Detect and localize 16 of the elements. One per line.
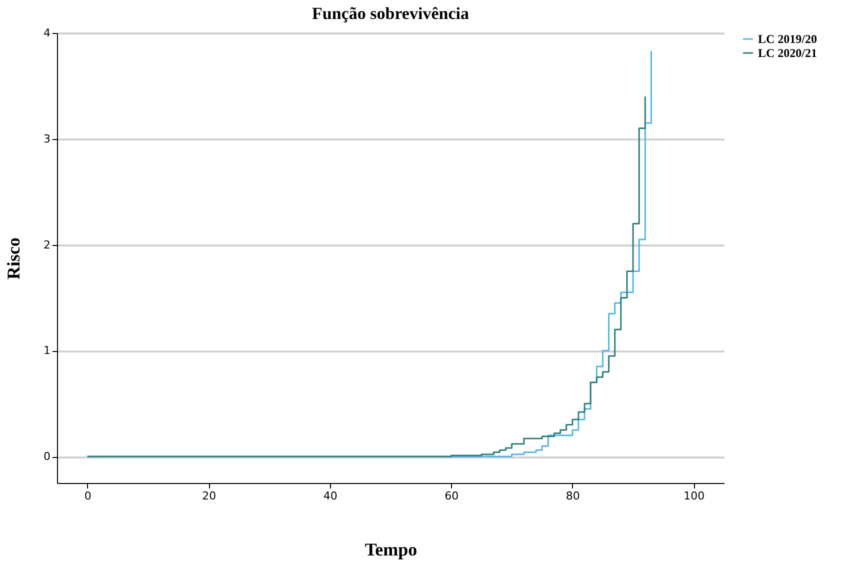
x-tick-label: 20	[202, 490, 216, 502]
y-tick-label: 0	[44, 450, 50, 464]
x-tick-label: 40	[323, 490, 338, 502]
legend-label: LC 2020/21	[758, 46, 818, 60]
y-axis-title: Risco	[4, 238, 24, 280]
y-tick-label: 1	[44, 344, 50, 358]
y-tick-label: 3	[44, 132, 50, 146]
x-tick-label: 60	[444, 490, 459, 502]
legend-label: LC 2019/20	[758, 32, 818, 46]
x-tick-label: 80	[566, 490, 580, 502]
y-tick-label: 2	[44, 238, 50, 252]
chart-title: Função sobrevivência	[312, 4, 470, 23]
y-tick-label: 4	[44, 26, 50, 40]
x-tick-label: 0	[84, 490, 92, 502]
x-axis-title: Tempo	[364, 540, 418, 560]
x-tick-label: 100	[684, 490, 705, 502]
